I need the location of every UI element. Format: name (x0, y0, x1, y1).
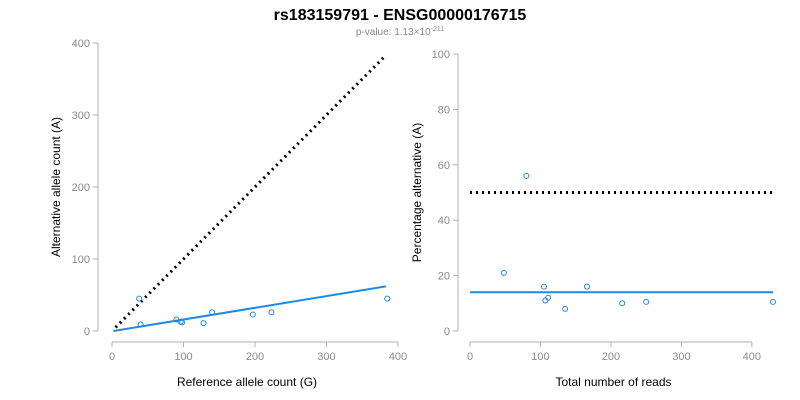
data-point (209, 309, 216, 316)
y-tick-label: 0 (444, 326, 450, 338)
y-tick-label: 200 (72, 182, 90, 194)
y-tick-label: 20 (438, 271, 450, 283)
data-point (384, 295, 391, 302)
data-point (179, 319, 186, 326)
p-value-text: p-value: 1.13×10 (356, 27, 431, 38)
x-tick-label: 300 (317, 351, 335, 363)
y-tick-label: 100 (432, 49, 450, 61)
y-tick-label: 80 (438, 104, 450, 116)
x-tick-label: 400 (743, 351, 761, 363)
data-point (545, 294, 552, 301)
y-axis-title: Percentage alternative (A) (410, 123, 424, 262)
y-tick-label: 0 (84, 326, 90, 338)
x-tick-label: 100 (531, 351, 549, 363)
fitted-ratio-line (113, 285, 387, 332)
data-point (268, 309, 275, 316)
y-tick-label: 100 (72, 254, 90, 266)
x-tick-label: 200 (602, 351, 620, 363)
data-point (583, 283, 590, 290)
x-axis-title: Reference allele count (G) (177, 375, 317, 389)
data-point (200, 320, 207, 327)
right-panel-percentage-alternative: 0 20 40 60 80 100 0 100 200 300 400 Total number of… (410, 49, 776, 389)
left-panel-allele-counts: 0 100 200 300 400 0 100 200 300 400 Reference alle… (49, 38, 407, 389)
data-point (562, 305, 569, 312)
data-point (523, 172, 530, 179)
data-point (500, 269, 507, 276)
x-tick-label: 0 (109, 351, 115, 363)
expected-ratio-dotted-line (114, 54, 387, 329)
y-tick-label: 400 (72, 38, 90, 50)
data-point (770, 298, 776, 305)
x-tick-label: 0 (467, 351, 473, 363)
chart-subtitle: p-value: 1.13×10-211 (356, 26, 444, 38)
p-value-exponent: -211 (431, 26, 445, 33)
y-tick-label: 40 (438, 215, 450, 227)
y-axis-title: Alternative allele count (A) (49, 117, 63, 257)
x-tick-label: 400 (389, 351, 407, 363)
data-point (540, 283, 547, 290)
data-point (619, 300, 626, 307)
data-point (137, 321, 144, 328)
x-tick-label: 300 (672, 351, 690, 363)
y-tick-label: 300 (72, 110, 90, 122)
y-tick-label: 60 (438, 160, 450, 172)
x-tick-label: 100 (174, 351, 192, 363)
data-point (643, 298, 650, 305)
data-point (249, 311, 256, 318)
data-point (136, 295, 143, 302)
x-axis-title: Total number of reads (555, 375, 671, 389)
x-tick-label: 200 (246, 351, 264, 363)
chart-title: rs183159791 - ENSG00000176715 (274, 7, 527, 24)
